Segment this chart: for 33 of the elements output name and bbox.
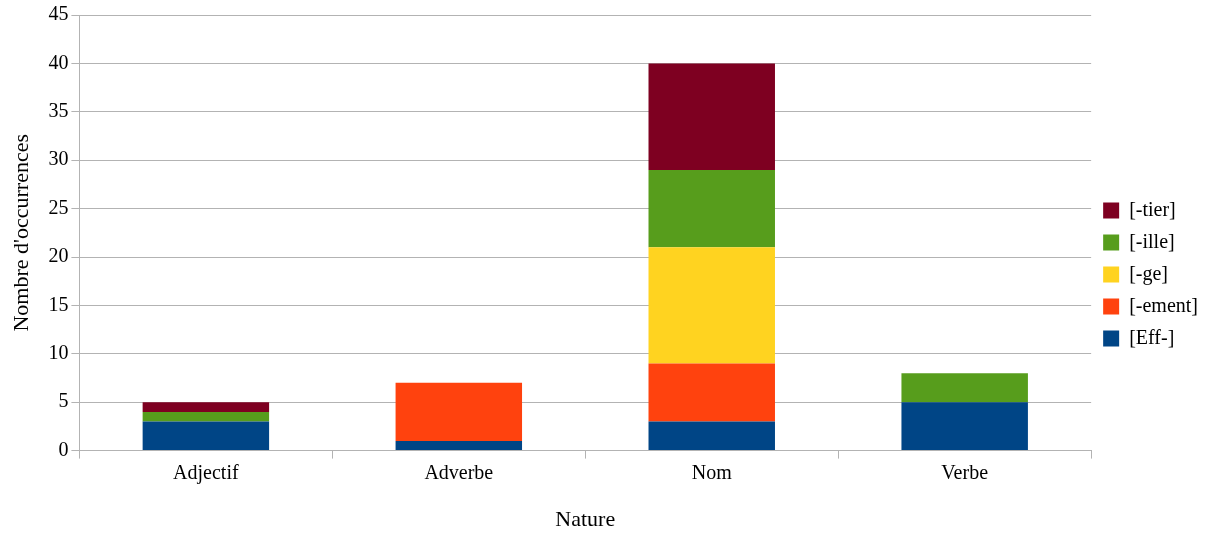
y-tick-label: 0 — [58, 437, 69, 460]
legend-label: [Eff-] — [1129, 325, 1175, 348]
y-tick-label: 45 — [48, 2, 69, 25]
bar — [142, 411, 270, 422]
x-tick-label: Nom — [691, 460, 733, 483]
bar — [901, 373, 1028, 403]
y-tick-label: 5 — [58, 389, 69, 412]
bar — [648, 169, 775, 248]
bar — [901, 402, 1028, 451]
legend-label: [-ement] — [1129, 293, 1199, 316]
bar — [142, 402, 270, 412]
y-axis-title: Nombre d'occurrences — [7, 134, 33, 332]
x-tick-label: Adverbe — [424, 460, 494, 483]
legend-label: [-ille] — [1129, 229, 1175, 252]
bar — [395, 440, 523, 451]
legend-label: [-ge] — [1129, 261, 1169, 285]
y-tick-label: 40 — [48, 50, 69, 73]
y-tick-label: 20 — [48, 244, 69, 267]
y-tick-label: 10 — [48, 341, 69, 364]
x-tick-label: Adjectif — [173, 460, 239, 484]
x-axis-title: Nature — [555, 505, 616, 531]
y-tick-label: 30 — [48, 147, 69, 170]
y-tick-label: 15 — [48, 292, 69, 315]
x-tick-label: Verbe — [941, 460, 989, 483]
bar — [648, 247, 775, 364]
bar — [142, 421, 270, 451]
y-tick-label: 25 — [48, 195, 69, 218]
legend-label: [-tier] — [1129, 197, 1176, 220]
bar — [648, 63, 775, 170]
bar — [395, 382, 523, 441]
y-tick-label: 35 — [48, 99, 69, 122]
bar — [648, 363, 775, 422]
bar — [648, 421, 775, 451]
